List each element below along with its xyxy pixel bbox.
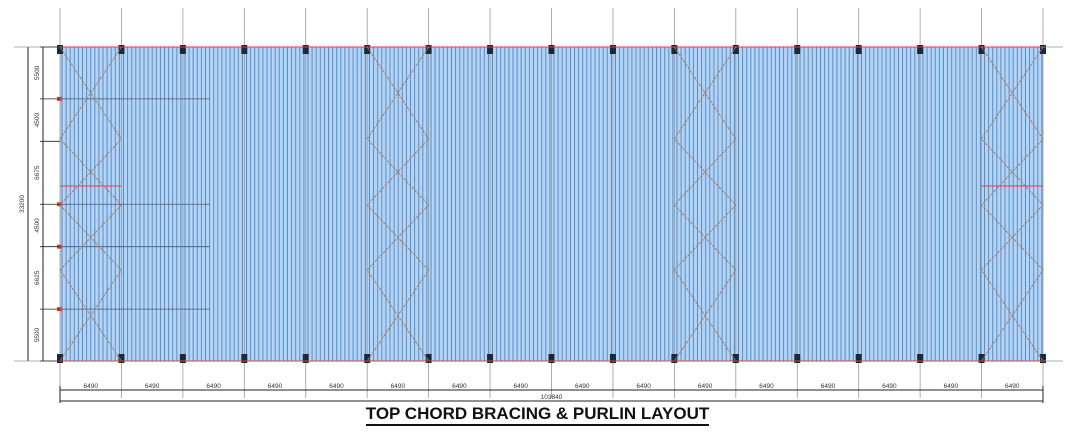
- column-top: [179, 45, 186, 54]
- column-top: [302, 45, 309, 54]
- column-top: [548, 45, 555, 54]
- bracing-cross: [59, 46, 123, 362]
- overall-height-label: 33200: [19, 195, 26, 213]
- column-top: [425, 45, 432, 54]
- column-top: [855, 45, 862, 54]
- drawing-title-text: TOP CHORD BRACING & PURLIN LAYOUT: [365, 404, 710, 426]
- bay-dim-label: 6490: [575, 383, 590, 390]
- column-bottom: [241, 354, 248, 363]
- column-bottom: [855, 354, 862, 363]
- drawing-title: TOP CHORD BRACING & PURLIN LAYOUT: [0, 404, 1075, 426]
- bracing-cross: [366, 46, 430, 362]
- bay-dim-label: 6490: [698, 383, 713, 390]
- column-bottom: [732, 354, 739, 363]
- column-top: [57, 45, 63, 54]
- bracing-cross: [59, 46, 123, 362]
- bracing-cross: [673, 46, 737, 362]
- column-top: [241, 45, 248, 54]
- bracing-cross: [980, 46, 1044, 362]
- bay-dim-label: 6490: [514, 383, 529, 390]
- bay-dim-label: 6490: [391, 383, 406, 390]
- column-top: [732, 45, 739, 54]
- column-top: [364, 45, 371, 54]
- row-dim-label: 5500: [34, 65, 41, 80]
- row-dim-label: 5500: [34, 327, 41, 342]
- bay-dim-label: 6490: [145, 383, 160, 390]
- column-bottom: [179, 354, 186, 363]
- column-top: [118, 45, 125, 54]
- row-dim-label: 6675: [34, 165, 41, 180]
- bracing-cross: [366, 46, 430, 362]
- column-bottom: [118, 354, 125, 363]
- column-bottom: [425, 354, 432, 363]
- bay-dim-label: 6490: [882, 383, 897, 390]
- column-bottom: [794, 354, 801, 363]
- bay-dim-label: 6490: [268, 383, 283, 390]
- bay-dim-label: 6490: [83, 383, 98, 390]
- column-top: [794, 45, 801, 54]
- column-bottom: [609, 354, 616, 363]
- bay-dim-label: 6490: [206, 383, 221, 390]
- column-bottom: [1040, 354, 1046, 363]
- row-dim-label: 6625: [34, 270, 41, 285]
- column-top: [487, 45, 494, 54]
- bay-dim-label: 6490: [452, 383, 467, 390]
- bay-dim-label: 6490: [1005, 383, 1020, 390]
- row-dim-label: 4500: [34, 218, 41, 233]
- column-top: [609, 45, 616, 54]
- bay-dim-label: 6490: [821, 383, 836, 390]
- column-top: [671, 45, 678, 54]
- column-bottom: [364, 354, 371, 363]
- bay-dim-label: 6490: [759, 383, 774, 390]
- column-top: [917, 45, 924, 54]
- column-bottom: [671, 354, 678, 363]
- column-bottom: [57, 354, 63, 363]
- bay-dim-label: 6490: [944, 383, 959, 390]
- bracing-cross: [673, 46, 737, 362]
- column-top: [1040, 45, 1046, 54]
- bay-dim-label: 6490: [636, 383, 651, 390]
- column-top: [978, 45, 985, 54]
- bay-dim-label: 6490: [329, 383, 344, 390]
- column-bottom: [302, 354, 309, 363]
- column-bottom: [978, 354, 985, 363]
- bracing-cross: [980, 46, 1044, 362]
- column-bottom: [917, 354, 924, 363]
- column-bottom: [548, 354, 555, 363]
- column-bottom: [487, 354, 494, 363]
- overall-width-label: 103840: [541, 394, 563, 401]
- row-dim-label: 4500: [34, 112, 41, 127]
